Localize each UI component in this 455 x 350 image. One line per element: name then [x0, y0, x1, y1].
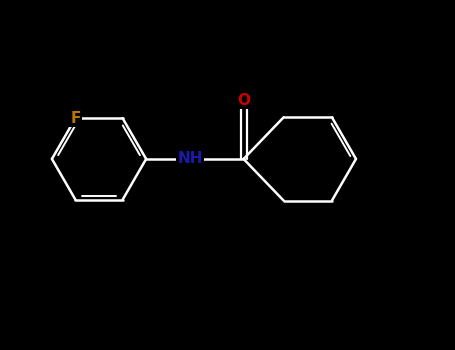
- Text: O: O: [237, 92, 250, 107]
- Text: F: F: [70, 111, 81, 126]
- Text: NH: NH: [177, 152, 203, 167]
